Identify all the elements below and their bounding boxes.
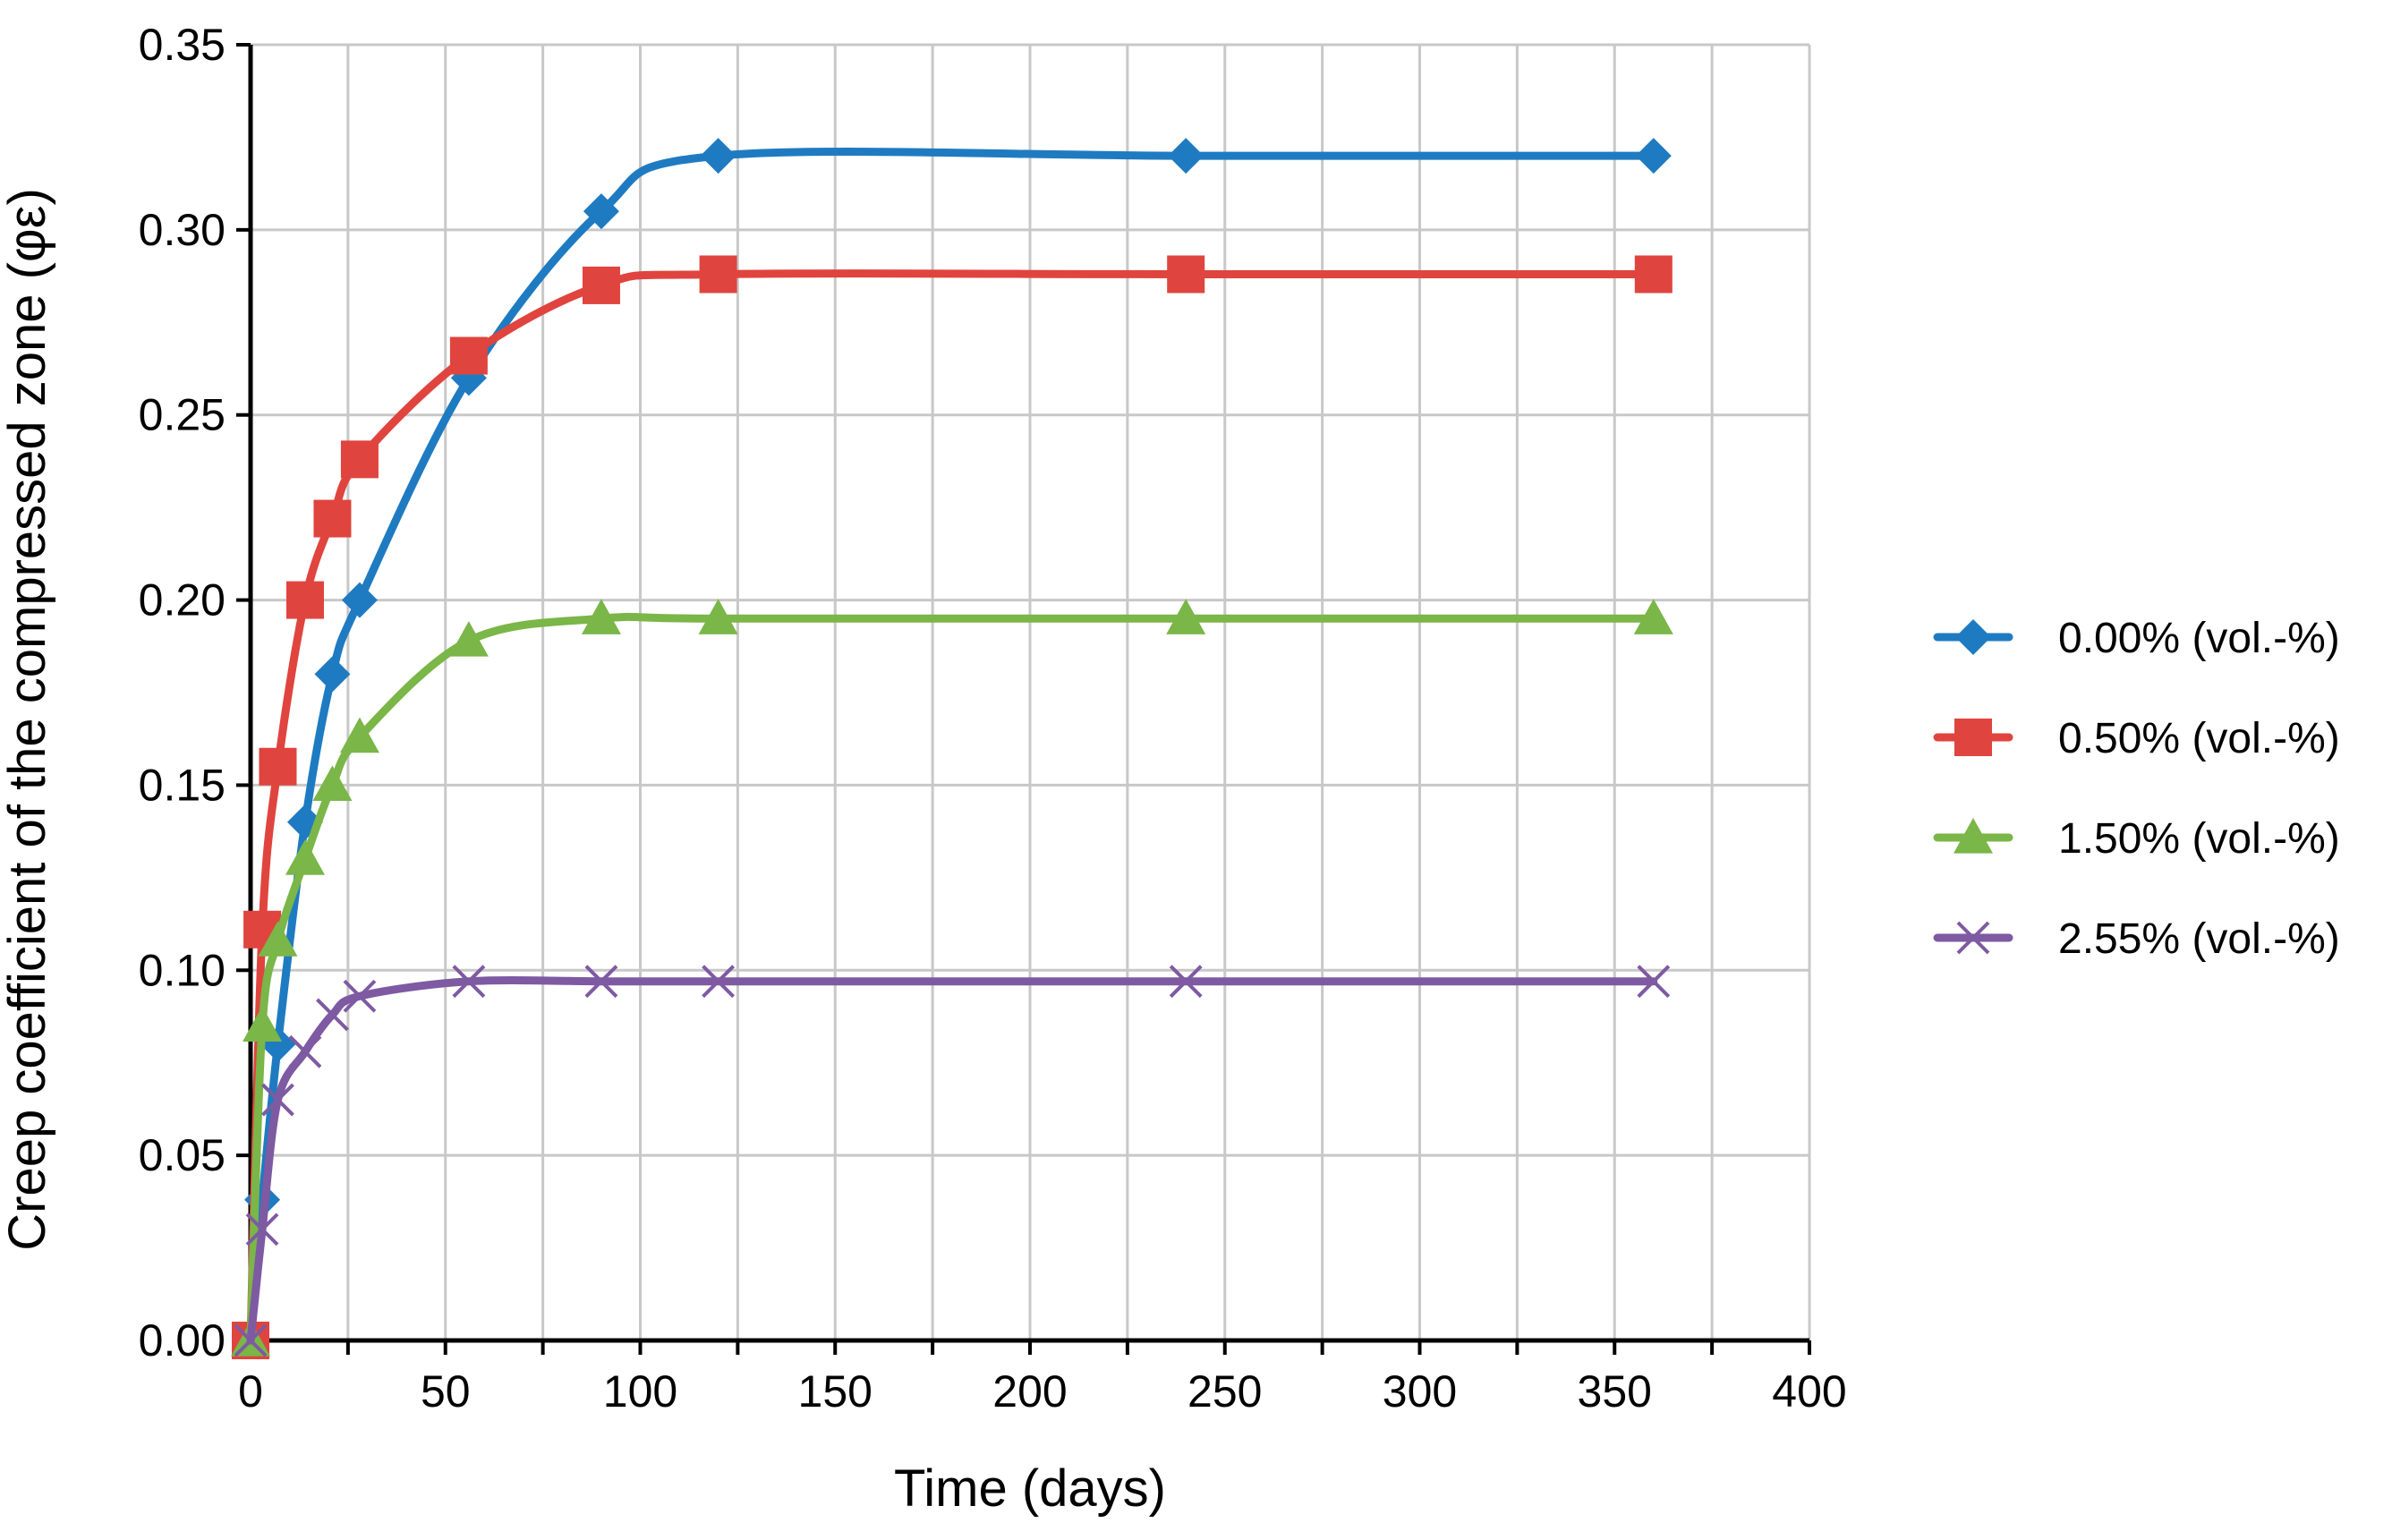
data-point xyxy=(261,1083,294,1117)
x-tick-label: 200 xyxy=(992,1366,1067,1417)
x-tick-label: 250 xyxy=(1187,1366,1262,1417)
x-tick-label: 300 xyxy=(1383,1366,1457,1417)
y-tick-label: 0.05 xyxy=(139,1130,226,1180)
y-tick-label: 0.25 xyxy=(139,390,226,440)
data-point xyxy=(1166,599,1206,634)
data-point xyxy=(584,965,618,999)
data-point xyxy=(1637,965,1671,999)
legend-item: 0.50% (vol.-%) xyxy=(1933,715,2340,762)
data-point xyxy=(245,1212,279,1246)
data-point xyxy=(1169,965,1203,999)
data-point xyxy=(243,1006,283,1042)
data-point xyxy=(452,965,486,999)
data-point xyxy=(234,1323,268,1357)
data-point xyxy=(258,921,298,957)
x-marker-stroke xyxy=(702,965,736,999)
legend-label: 2.55% (vol.-%) xyxy=(2058,915,2340,963)
data-point xyxy=(1634,255,1673,294)
y-tick-label: 0.15 xyxy=(139,760,226,810)
x-marker-stroke xyxy=(234,1323,268,1357)
data-point xyxy=(699,255,737,294)
series-line xyxy=(246,148,1658,1345)
tick-labels: 0 50 100 150 200 250 300 350 400 0.00 0.05 0.10 0.15… xyxy=(139,20,1847,1417)
data-point xyxy=(1633,599,1673,634)
data-point xyxy=(259,747,297,786)
x-marker-stroke xyxy=(288,1034,322,1068)
legend-item: 2.55% (vol.-%) xyxy=(1933,915,2340,963)
data-point xyxy=(448,621,489,657)
x-marker-stroke xyxy=(1169,965,1203,999)
y-tick-label: 0.35 xyxy=(139,20,226,70)
data-point xyxy=(314,656,351,693)
legend-label: 1.50% (vol.-%) xyxy=(2058,815,2340,863)
series-line xyxy=(246,975,1658,1345)
data-point xyxy=(1635,138,1672,174)
x-tick-label: 50 xyxy=(421,1366,471,1417)
legend-label: 0.00% (vol.-%) xyxy=(2058,615,2340,662)
data-point xyxy=(312,765,353,802)
x-marker-stroke xyxy=(452,965,486,999)
data-point xyxy=(285,839,325,875)
x-marker-stroke xyxy=(245,1212,279,1246)
data-point xyxy=(340,440,379,479)
axes xyxy=(236,43,1811,1355)
y-tick-label: 0.30 xyxy=(139,205,226,255)
legend-marker xyxy=(1954,719,1992,756)
series-1 xyxy=(233,138,1672,1358)
series-line xyxy=(246,269,1658,1345)
legend-marker xyxy=(1955,619,1991,655)
data-point xyxy=(1167,255,1205,294)
data-point xyxy=(288,1034,322,1068)
data-point xyxy=(285,581,324,619)
data-point xyxy=(341,582,378,618)
x-marker-stroke xyxy=(1956,921,1990,955)
y-axis-title: Creep coefficient of the compressed zone… xyxy=(0,188,56,1251)
grid xyxy=(249,43,1811,1342)
data-point xyxy=(313,499,352,538)
data-point xyxy=(343,979,377,1013)
x-axis-title: Time (days) xyxy=(894,1459,1166,1518)
data-point xyxy=(583,193,619,230)
series-3 xyxy=(231,599,1673,1357)
x-marker-stroke xyxy=(316,998,349,1032)
data-point xyxy=(702,965,736,999)
legend: 0.00% (vol.-%) 0.50% (vol.-%) 1.50% (vol.-… xyxy=(1933,615,2340,963)
y-tick-label: 0.00 xyxy=(139,1315,226,1366)
y-tick-label: 0.20 xyxy=(139,575,226,625)
series-layer xyxy=(231,138,1673,1359)
legend-label: 0.50% (vol.-%) xyxy=(2058,715,2340,762)
x-tick-label: 100 xyxy=(603,1366,677,1417)
legend-item: 0.00% (vol.-%) xyxy=(1933,615,2340,662)
series-4 xyxy=(234,965,1671,1357)
x-tick-label: 350 xyxy=(1578,1366,1652,1417)
x-tick-label: 150 xyxy=(798,1366,873,1417)
x-tick-label: 0 xyxy=(238,1366,263,1417)
legend-item: 1.50% (vol.-%) xyxy=(1933,815,2340,863)
data-point xyxy=(698,599,738,634)
data-point xyxy=(700,138,736,174)
data-point xyxy=(339,717,379,753)
legend-marker xyxy=(1954,818,1993,854)
data-point xyxy=(316,998,349,1032)
y-tick-label: 0.10 xyxy=(139,945,226,995)
data-point xyxy=(581,599,621,634)
x-marker-stroke xyxy=(1637,965,1671,999)
x-marker-stroke xyxy=(584,965,618,999)
legend-marker xyxy=(1956,921,1990,955)
data-point xyxy=(1168,138,1205,174)
x-tick-label: 400 xyxy=(1772,1366,1846,1417)
data-point xyxy=(582,266,620,304)
data-point xyxy=(449,336,488,375)
x-marker-stroke xyxy=(343,979,377,1013)
x-marker-stroke xyxy=(261,1083,294,1117)
